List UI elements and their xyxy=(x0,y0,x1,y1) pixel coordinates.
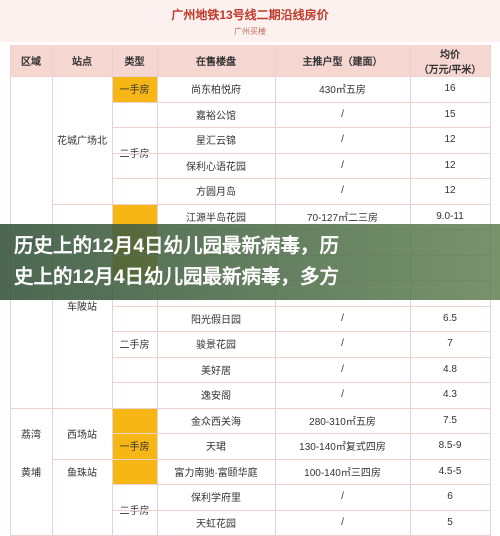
first-hand-cell xyxy=(112,407,157,484)
avg-price: 16 xyxy=(444,83,456,95)
district: 黄埔 xyxy=(21,467,41,479)
main-layout: 100-140㎡三四房 xyxy=(304,467,381,479)
estate-name: 天珺 xyxy=(206,442,226,454)
estate-name: 富力南驰·富颐华庭 xyxy=(174,467,258,479)
column-header: 均价 （万元/平米） xyxy=(410,45,490,76)
avg-price: 12 xyxy=(444,134,456,146)
type-line xyxy=(112,407,157,409)
main-layout: 280-310㎡五房 xyxy=(309,416,376,428)
column-header: 区域 xyxy=(21,57,41,68)
avg-price: 9.0-11 xyxy=(436,210,464,222)
avg-price: 7.5 xyxy=(443,414,457,426)
main-layout: / xyxy=(341,363,344,375)
estate-name: 方圆月岛 xyxy=(196,187,236,199)
main-layout: / xyxy=(341,491,344,503)
main-layout: / xyxy=(341,134,344,146)
estate-name: 骏景花园 xyxy=(196,340,236,352)
row-line xyxy=(112,331,490,332)
avg-price: 6.5 xyxy=(443,312,457,324)
estate-name: 保利学府里 xyxy=(191,493,241,505)
type-cell: 二手房 xyxy=(119,149,150,160)
main-layout: / xyxy=(341,159,344,171)
estate-name: 美好居 xyxy=(201,365,231,377)
estate-name: 嘉裕公馆 xyxy=(196,110,236,122)
main-layout: / xyxy=(341,338,344,350)
station-line xyxy=(52,458,112,460)
column-header-line: 均价 xyxy=(440,49,460,61)
type-cell: 二手房 xyxy=(119,340,150,352)
type-cell: 一手房 xyxy=(119,85,150,97)
estate-name: 星汇云锦 xyxy=(196,136,236,148)
station-line xyxy=(52,407,112,409)
estate-name: 天虹花园 xyxy=(196,518,236,530)
main-layout: / xyxy=(341,108,344,120)
row-line xyxy=(112,76,490,77)
estate-name: 金众西关海 xyxy=(191,416,241,428)
main-layout: 430㎡五房 xyxy=(319,85,366,97)
avg-price: 4.8 xyxy=(443,363,457,375)
main-layout: 130-140㎡复式四房 xyxy=(299,442,386,454)
main-layout: / xyxy=(341,185,344,197)
column-header: 类型 xyxy=(124,57,145,68)
row-line xyxy=(112,407,490,409)
station: 鱼珠站 xyxy=(67,467,97,479)
estate-name: 保利心语花园 xyxy=(186,161,246,173)
avg-price: 8.5-9 xyxy=(438,440,462,452)
row-line xyxy=(112,484,490,485)
main-layout: 70-127㎡二三房 xyxy=(306,212,379,224)
first-hand-cell xyxy=(112,76,157,102)
type-cell: 二手房 xyxy=(119,506,150,517)
station: 花城广场北 xyxy=(57,136,107,148)
row-line xyxy=(112,178,490,179)
row-line xyxy=(112,152,490,154)
row-line xyxy=(112,101,490,103)
estate-name: 尚东柏悦府 xyxy=(191,85,241,97)
row-line xyxy=(112,127,490,128)
main-layout: / xyxy=(341,312,344,324)
type-line xyxy=(112,203,157,205)
station-line xyxy=(52,203,112,205)
row-line xyxy=(112,203,490,205)
estate-name: 阳光假日园 xyxy=(191,314,241,326)
avg-price: 4.5-5 xyxy=(438,465,462,477)
avg-price: 15 xyxy=(444,108,456,120)
subtitle: 广州买楼 xyxy=(234,26,266,36)
district: 荔湾 xyxy=(21,429,41,441)
avg-price: 6 xyxy=(447,491,453,503)
type-line xyxy=(112,101,157,103)
avg-price: 5 xyxy=(447,516,453,528)
avg-price: 12 xyxy=(444,159,456,171)
type-line xyxy=(112,76,157,77)
banner-line: 史上的12月4日幼儿园最新病毒，多方 xyxy=(14,266,340,288)
type-cell: 一手房 xyxy=(119,442,150,454)
avg-price: 4.3 xyxy=(443,389,457,401)
estate-name: 江源半岛花园 xyxy=(186,212,246,224)
row-line xyxy=(112,356,490,358)
station-line xyxy=(52,76,112,77)
row-line xyxy=(112,433,490,434)
banner-line: 历史上的12月4日幼儿园最新病毒，历 xyxy=(14,235,340,257)
row-line xyxy=(112,382,490,383)
estate-name: 逸安阁 xyxy=(201,391,231,403)
station: 车陂站 xyxy=(67,302,97,313)
banner: 历史上的12月4日幼儿园最新病毒，历 史上的12月4日幼儿园最新病毒，多方 xyxy=(0,224,500,300)
column-header: 主推户型（建面） xyxy=(302,57,383,68)
column-header: 在售楼盘 xyxy=(196,57,236,68)
avg-price: 12 xyxy=(444,185,456,197)
row-line xyxy=(112,305,490,307)
row-line xyxy=(112,458,490,460)
row-line xyxy=(112,509,490,511)
main-layout: / xyxy=(341,389,344,401)
type-line xyxy=(112,484,157,485)
main-layout: / xyxy=(341,516,344,528)
column-header: 站点 xyxy=(72,57,92,68)
avg-price: 7 xyxy=(447,338,453,350)
station: 西场站 xyxy=(67,429,97,441)
title-band: 广州地铁13号线二期沿线房价 广州买楼 xyxy=(0,0,500,42)
column-header-line: （万元/平米） xyxy=(418,64,482,76)
title: 广州地铁13号线二期沿线房价 xyxy=(171,7,329,22)
